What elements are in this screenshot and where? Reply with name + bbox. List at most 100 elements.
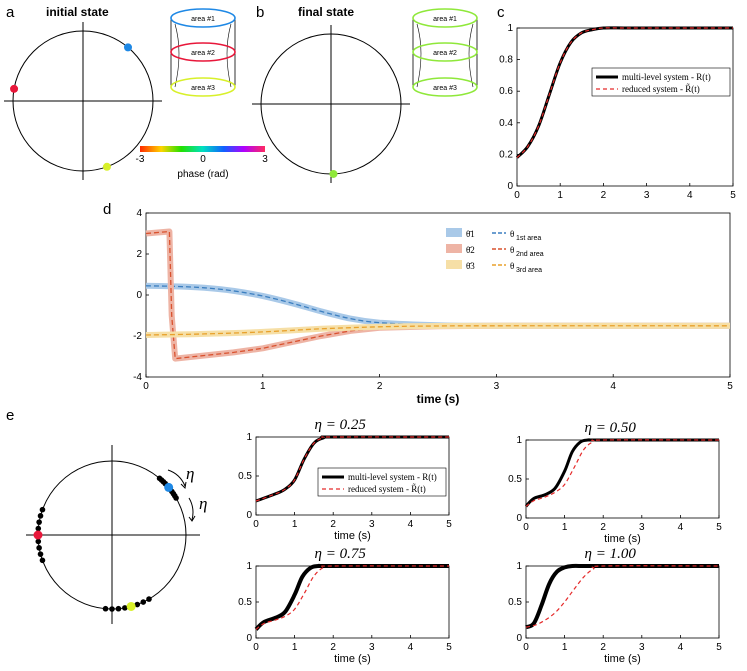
xtick-label-c-0: 0 (514, 190, 520, 201)
series-reduced-e3 (255, 565, 450, 630)
xtick-label-e3-0: 0 (253, 642, 259, 653)
eta-arrow-2 (188, 515, 196, 522)
panel-e-diagram: η η (26, 445, 207, 624)
xlabel-e2: time (s) (604, 533, 641, 545)
xlabel-e4: time (s) (604, 653, 641, 665)
chart-e2: 0 1 2 3 4 5 0 0.5 1 time (s) η = 0.50 (508, 420, 722, 545)
series-reduced-e1 (255, 436, 450, 502)
ytick-label-c-4: 0.8 (499, 55, 513, 66)
xtick-label-e4-2: 2 (600, 642, 606, 653)
ytick-label-c-1: 0.2 (499, 149, 513, 160)
xlabel-e3: time (s) (334, 653, 371, 665)
oscillator-dot-a-1 (123, 43, 132, 52)
legend-line-label-3: θ (510, 261, 514, 271)
plot-frame-c (516, 27, 734, 187)
area-label-b-3: area #3 (433, 85, 457, 92)
ytick-label-e2-2: 1 (516, 435, 522, 446)
area-label-b-2: area #2 (433, 50, 457, 57)
band-theta1 (145, 282, 730, 329)
eta-arrow-1 (180, 481, 187, 490)
legend-bar-label-1: θ̄1 (466, 229, 475, 239)
xtick-label-e1-1: 1 (292, 519, 298, 530)
eta-label-2: η (199, 494, 207, 513)
phase-dot-black-20 (115, 605, 122, 612)
ytick-label-c-0: 0 (507, 181, 513, 192)
xtick-label-e2-2: 2 (600, 522, 606, 533)
ytick-label-d-1: -2 (133, 331, 142, 342)
legend-line-sub-3: 3rd area (516, 267, 542, 274)
xtick-label-d-0: 0 (143, 381, 149, 392)
phase-dot-black-19 (109, 606, 115, 612)
ytick-label-c-3: 0.6 (499, 86, 513, 97)
phase-dot-red (33, 530, 43, 540)
legend-line-label-1: θ (510, 229, 514, 239)
series-reduced-e4 (525, 565, 720, 628)
xtick-label-c-3: 3 (644, 190, 650, 201)
area-ellipse-b-3 (412, 77, 478, 97)
band-theta3 (145, 322, 731, 338)
phase-dot-black-15 (36, 545, 42, 551)
ytick-label-e3-2: 1 (246, 561, 252, 572)
area-label-b-1: area #1 (433, 16, 457, 23)
panel-b-title: final state (298, 5, 354, 19)
oscillator-dots-b (329, 169, 338, 178)
phase-dot-black-16 (37, 551, 44, 557)
colorbar-caption: phase (rad) (177, 169, 228, 180)
ytick-label-e1-2: 1 (246, 432, 252, 443)
legend-band-1 (446, 228, 462, 237)
xtick-label-e2-1: 1 (562, 522, 568, 533)
phase-dot-black-11 (37, 513, 44, 519)
oscillator-dots-a (10, 43, 132, 171)
legend-box-c (591, 67, 731, 97)
xtick-label-e2-5: 5 (716, 522, 722, 533)
legend-text-ml-e1: multi-level system - R(t) (348, 472, 437, 482)
xtick-label-e1-0: 0 (253, 519, 259, 530)
area-ellipse-a-3 (170, 77, 236, 97)
oscillator-dot-a-3 (102, 162, 111, 171)
phase-dot-black-24 (146, 596, 152, 602)
plot-frame-e3 (255, 565, 450, 639)
chart-e1: 0 1 2 3 4 5 0 0.5 1 time (s) η = 0.25 multi-level s… (238, 417, 452, 542)
xtick-label-c-4: 4 (687, 190, 693, 201)
cylinder-inner-a (174, 23, 232, 88)
area-ellipse-a-1 (170, 8, 236, 28)
phase-colorbar (140, 146, 265, 152)
colorbar-min: -3 (136, 154, 145, 165)
title-e4: η = 1.00 (585, 546, 637, 562)
series-multi-level-e4 (525, 563, 719, 630)
area-stack-a: area #1 area #2 area #3 (170, 8, 236, 97)
band-theta2 (145, 228, 730, 362)
xtick-label-e3-5: 5 (446, 642, 452, 653)
ytick-label-d-3: 2 (136, 249, 142, 260)
xtick-label-e3-4: 4 (408, 642, 414, 653)
phase-dot-black-9 (156, 475, 163, 482)
chart-e3: 0 1 2 3 4 5 0 0.5 1 time (s) η = 0.75 (238, 546, 452, 665)
xtick-label-d-2: 2 (377, 381, 383, 392)
ytick-label-e1-0: 0 (246, 510, 252, 521)
phase-dot-yellow (126, 601, 136, 611)
xlabel-d: time (s) (417, 392, 460, 406)
xtick-label-e4-1: 1 (562, 642, 568, 653)
legend-box-e1 (317, 467, 447, 497)
xtick-label-e2-4: 4 (678, 522, 684, 533)
phase-dot-black-21 (122, 605, 128, 611)
series-reduced-e2 (525, 439, 720, 507)
series-reduced-c (516, 27, 733, 159)
phase-dot-black-22 (134, 601, 141, 608)
colorbar-mid: 0 (200, 154, 206, 165)
chart-c: 0 1 2 3 4 5 0 0.2 0.4 0.6 0.8 1 multi-level system -… (499, 23, 736, 201)
panel-a-title: initial state (46, 5, 109, 19)
phase-dot-blue (164, 482, 174, 492)
legend-line-sub-2: 2nd area (516, 251, 544, 258)
xtick-label-c-5: 5 (730, 190, 736, 201)
legend-text-rd-c: reduced system - R̃(t) (622, 84, 700, 94)
ytick-label-e2-1: 0.5 (508, 474, 522, 485)
line-theta2 (145, 230, 730, 360)
area-ellipse-b-2 (412, 42, 478, 62)
title-e3: η = 0.75 (315, 546, 367, 562)
chart-e4: 0 1 2 3 4 5 0 0.5 1 time (s) η = 1.00 (508, 546, 722, 665)
phase-dot-black-10 (39, 506, 46, 513)
panel-label-b: b (256, 4, 264, 21)
